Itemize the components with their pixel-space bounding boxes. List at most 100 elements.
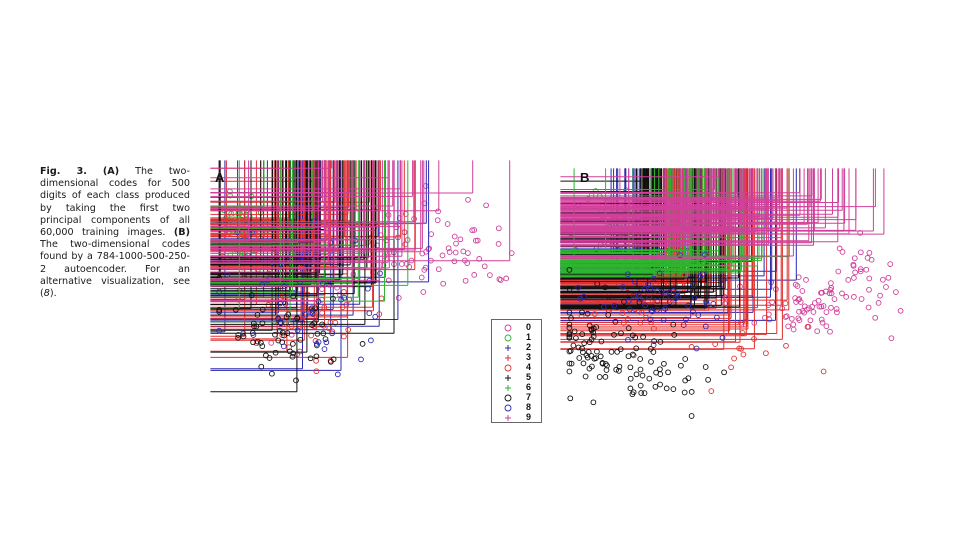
point-digit-9 — [210, 160, 394, 207]
point-digit-7 — [566, 309, 573, 316]
point-digit-4 — [804, 324, 811, 330]
point-digit-0 — [398, 261, 405, 267]
point-digit-7 — [319, 321, 325, 328]
point-digit-8 — [680, 322, 687, 328]
point-digit-8 — [275, 316, 282, 323]
point-digit-0 — [434, 217, 441, 224]
point-digit-0 — [435, 208, 441, 215]
point-digit-8 — [377, 270, 383, 277]
point-digit-7 — [603, 367, 610, 373]
point-digit-4 — [688, 344, 695, 350]
point-digit-8 — [662, 294, 669, 301]
point-digit-9 — [560, 168, 751, 228]
point-digit-9 — [210, 160, 333, 169]
point-digit-7 — [582, 373, 589, 380]
point-digit-9 — [210, 160, 422, 253]
point-digit-7 — [590, 399, 597, 406]
point-digit-4 — [739, 330, 746, 336]
point-digit-7 — [314, 330, 321, 337]
point-digit-7 — [625, 353, 632, 360]
point-digit-0 — [481, 263, 488, 270]
point-digit-6 — [210, 160, 293, 293]
point-digit-9 — [210, 160, 511, 262]
point-digit-7 — [579, 309, 585, 316]
point-digit-4 — [783, 342, 789, 349]
point-digit-8 — [647, 285, 654, 292]
point-digit-8 — [645, 281, 652, 287]
point-digit-0 — [487, 272, 493, 278]
point-digit-9 — [210, 160, 389, 179]
plus-marker-icon — [505, 355, 511, 361]
point-digit-9 — [560, 168, 810, 242]
point-digit-9 — [210, 160, 389, 263]
point-digit-8 — [649, 308, 656, 315]
point-digit-7 — [663, 385, 670, 392]
point-digit-7 — [320, 330, 327, 337]
point-digit-9 — [210, 160, 395, 240]
point-digit-0 — [403, 261, 410, 267]
point-digit-0 — [851, 255, 858, 262]
point-digit-9 — [560, 168, 813, 244]
point-digit-8 — [675, 294, 682, 300]
point-digit-6 — [210, 160, 409, 286]
point-digit-9 — [560, 168, 665, 199]
point-digit-0 — [850, 262, 857, 269]
point-digit-7 — [322, 336, 329, 342]
point-digit-4 — [728, 364, 734, 371]
point-digit-7 — [216, 307, 223, 313]
point-digit-0 — [495, 241, 502, 247]
point-digit-7 — [259, 320, 266, 327]
point-digit-0 — [857, 268, 864, 275]
point-digit-9 — [560, 168, 833, 215]
legend-item-9: 9 — [492, 412, 541, 423]
point-digit-4 — [712, 341, 719, 347]
point-digit-8 — [648, 307, 655, 314]
point-digit-8 — [250, 332, 257, 338]
point-digit-7 — [657, 381, 663, 388]
point-digit-0 — [888, 335, 895, 342]
point-digit-9 — [210, 160, 326, 234]
point-digit-4 — [308, 332, 314, 339]
point-digit-0 — [877, 292, 883, 299]
figure-caption: Fig. 3. (A) The two-dimensional codes fo… — [40, 166, 190, 300]
point-digit-8 — [368, 337, 374, 344]
point-digit-0 — [865, 304, 872, 311]
point-digit-4 — [341, 333, 347, 340]
point-digit-7 — [685, 375, 692, 382]
point-digit-7 — [259, 343, 266, 349]
point-digit-8 — [329, 330, 335, 337]
point-digit-8 — [292, 318, 299, 325]
point-digit-4 — [301, 304, 307, 311]
point-digit-9 — [560, 168, 839, 243]
point-digit-0 — [880, 276, 886, 283]
point-digit-7 — [248, 292, 255, 298]
point-digit-0 — [790, 326, 797, 333]
point-digit-4 — [376, 311, 383, 317]
point-digit-0 — [820, 303, 827, 309]
point-digit-8 — [697, 273, 703, 280]
legend-item-3: 3 — [492, 352, 541, 363]
point-digit-9 — [560, 168, 774, 209]
point-digit-7 — [589, 363, 595, 370]
point-digit-0 — [819, 319, 826, 326]
point-digit-9 — [560, 168, 794, 257]
point-digit-6 — [560, 168, 660, 253]
point-digit-0 — [851, 294, 857, 300]
point-digit-7 — [283, 314, 290, 320]
point-digit-0 — [818, 316, 825, 323]
point-digit-9 — [210, 160, 350, 193]
point-digit-9 — [210, 160, 335, 281]
point-digit-7 — [566, 334, 573, 341]
caption-end: ). — [49, 288, 57, 300]
point-digit-0 — [845, 277, 852, 283]
point-digit-7 — [629, 332, 636, 339]
point-digit-7 — [596, 374, 603, 380]
point-digit-7 — [254, 338, 261, 345]
legend-marker-shape — [505, 385, 511, 391]
caption-part-a-text: The two-dimensional codes for 500 digits… — [40, 166, 191, 239]
legend-label: 7 — [526, 392, 532, 402]
scatter-plot-a — [210, 160, 515, 393]
point-digit-7 — [721, 369, 727, 376]
point-digit-0 — [843, 294, 850, 300]
